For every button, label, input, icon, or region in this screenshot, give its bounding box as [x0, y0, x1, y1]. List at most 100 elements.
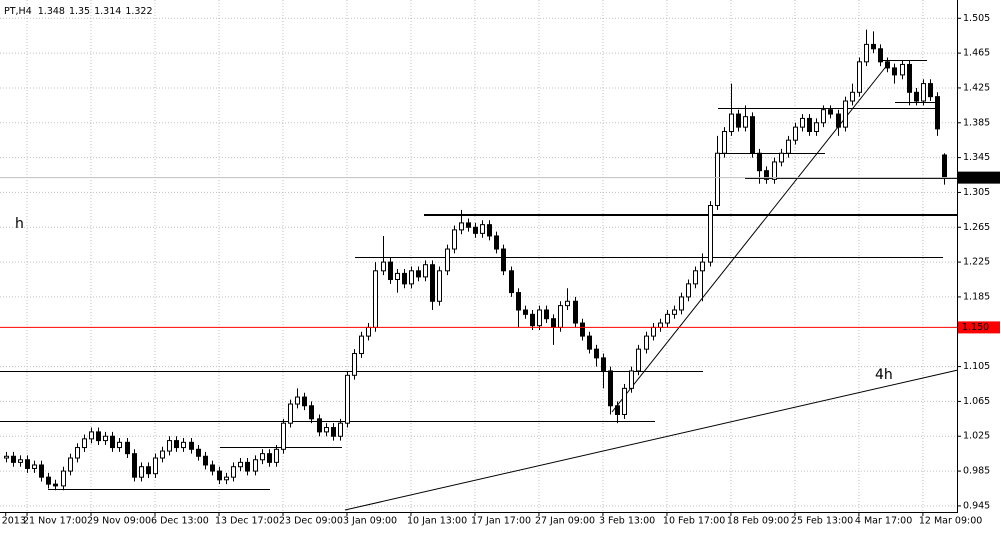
candle-body: [494, 235, 499, 250]
candle-body: [772, 161, 777, 180]
candle-body: [914, 91, 919, 102]
candle-body: [686, 283, 691, 298]
annotation: 4h: [875, 367, 893, 383]
candle-body: [11, 455, 16, 463]
candle-body: [46, 476, 51, 485]
candle-body: [779, 152, 784, 163]
y-tick-label: 0.945: [963, 500, 990, 511]
candle-body: [501, 248, 506, 272]
candle-body: [181, 441, 186, 449]
candle-body: [530, 313, 535, 327]
y-tick-label: 0.985: [963, 466, 990, 477]
y-tick-label: 1.065: [963, 396, 990, 407]
candle-body: [430, 264, 435, 302]
candle-body: [409, 270, 414, 285]
candle-body: [39, 464, 44, 478]
candle-body: [452, 229, 457, 250]
chart-title: PT,H4 1.348 1.35 1.314 1.322: [4, 6, 153, 17]
candle-body: [608, 370, 613, 407]
ohlc-open: 1.348: [38, 6, 65, 17]
y-tick-label: 1.505: [963, 13, 990, 24]
candle-body: [174, 440, 179, 449]
candle-body: [843, 100, 848, 128]
ohlc-high: 1.35: [69, 6, 90, 17]
candle-body: [466, 222, 471, 228]
x-tick-label: 21 Nov 17:00: [23, 516, 87, 527]
candle-body: [117, 441, 122, 449]
x-tick-label: 12 Mar 09:00: [919, 516, 982, 527]
candle-body: [814, 122, 819, 132]
candle-body: [125, 441, 130, 455]
x-tick-label: 2013: [2, 516, 26, 527]
candle-body: [480, 224, 485, 234]
candle-body: [352, 353, 357, 376]
candle-body: [324, 427, 329, 433]
candle-body: [821, 109, 826, 124]
candle-body: [750, 116, 755, 154]
candle-body: [885, 61, 890, 69]
y-tick-label: 1.305: [963, 187, 990, 198]
candle-body: [402, 272, 407, 285]
candle-body: [459, 222, 464, 231]
candle-body: [708, 204, 713, 263]
candle-body: [217, 470, 222, 481]
x-tick-label: 10 Jan 13:00: [407, 516, 467, 527]
candle-body: [587, 335, 592, 350]
x-tick-label: 3 Jan 09:00: [343, 516, 397, 527]
x-tick-label: 27 Jan 09:00: [535, 516, 595, 527]
candle-body: [629, 370, 634, 389]
candle-body: [4, 455, 9, 459]
candles: [4, 29, 947, 491]
candle-body: [921, 83, 926, 102]
x-tick-label: 4 Mar 17:00: [855, 516, 912, 527]
candle-body: [864, 43, 869, 63]
x-tick-label: 25 Feb 13:00: [791, 516, 853, 527]
candle-body: [509, 270, 514, 294]
candle-body: [580, 322, 585, 337]
candle-body: [267, 453, 272, 463]
candle-body: [345, 374, 350, 424]
x-tick-label: 3 Feb 13:00: [599, 516, 655, 527]
candle-body: [544, 309, 549, 320]
bid-label-box: [958, 171, 1000, 184]
candle-body: [238, 461, 243, 468]
candle-body: [274, 448, 279, 463]
candle-body: [288, 403, 293, 424]
candle-body: [900, 63, 905, 76]
candle-body: [68, 457, 73, 472]
x-tick-label: 6 Dec 13:00: [151, 516, 209, 527]
candle-body: [437, 270, 442, 302]
candle-body: [153, 457, 158, 475]
ohlc-low: 1.314: [94, 6, 121, 17]
candle-body: [445, 248, 450, 272]
candle-body: [253, 459, 258, 472]
candle-body: [103, 435, 108, 442]
y-tick-label: 1.385: [963, 117, 990, 128]
candle-body: [381, 261, 386, 272]
candle-body: [366, 326, 371, 337]
candle-body: [359, 335, 364, 355]
trend-line: [611, 63, 889, 413]
candle-body: [878, 48, 883, 63]
candle-body: [636, 348, 641, 372]
candle-body: [210, 464, 215, 472]
candle-body: [146, 466, 151, 475]
candle-body: [61, 470, 66, 487]
symbol: PT,H4: [4, 6, 32, 17]
candle-body: [729, 113, 734, 132]
x-tick-label: 18 Feb 09:00: [727, 516, 789, 527]
y-tick-label: 1.425: [963, 82, 990, 93]
candle-body: [942, 154, 947, 179]
candle-body: [537, 309, 542, 327]
candle-body: [96, 431, 101, 442]
candle-body: [224, 476, 229, 481]
candle-body: [828, 109, 833, 115]
candle-body: [25, 459, 30, 469]
grid: [0, 0, 957, 512]
bid-label: 1.322: [962, 172, 989, 183]
candle-body: [786, 139, 791, 154]
level-label-box: [958, 321, 1000, 334]
drawn-objects: [0, 60, 959, 511]
y-tick-label: 1.185: [963, 291, 990, 302]
